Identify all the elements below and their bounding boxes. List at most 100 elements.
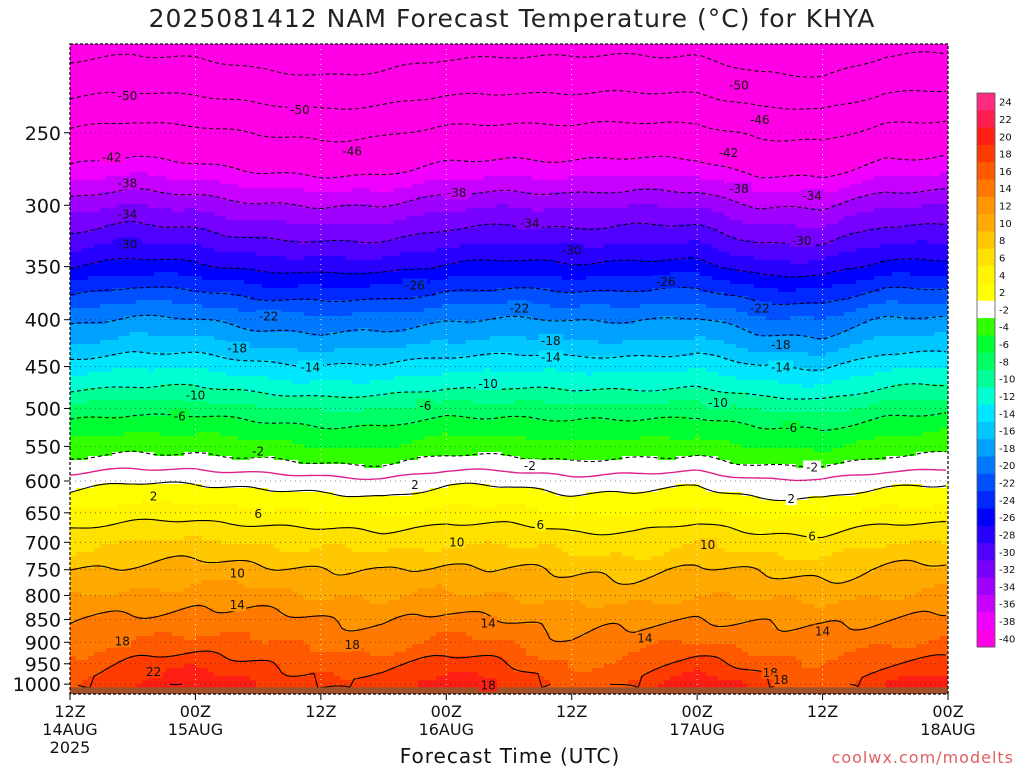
field-cell [70,484,77,489]
field-cell [214,436,221,441]
field-cell [106,472,113,477]
field-cell [100,332,107,337]
field-cell [148,552,155,557]
field-cell [238,672,245,677]
field-cell [172,436,179,441]
field-cell [100,112,107,117]
field-cell [124,428,131,433]
field-cell [172,312,179,317]
field-cell [196,644,203,649]
field-cell [100,476,107,481]
field-cell [238,272,245,277]
field-cell [208,172,215,177]
field-cell [124,120,131,125]
field-cell [88,364,95,369]
field-cell [232,276,239,281]
field-cell [184,572,191,577]
field-cell [220,500,227,505]
field-cell [70,332,77,337]
field-cell [100,380,107,385]
field-cell [244,584,251,589]
field-cell [208,140,215,145]
field-cell [88,380,95,385]
field-cell [136,340,143,345]
field-cell [166,340,173,345]
field-cell [136,464,143,469]
field-cell [208,536,215,541]
field-cell [76,252,83,257]
field-cell [172,588,179,593]
field-cell [100,200,107,205]
field-cell [244,236,251,241]
field-cell [166,152,173,157]
field-cell [250,112,257,117]
field-cell [154,260,161,265]
field-cell [142,228,149,233]
field-cell [238,112,245,117]
field-cell [154,388,161,393]
field-cell [196,276,203,281]
field-cell [196,128,203,133]
field-cell [130,532,137,537]
field-cell [226,368,233,373]
field-cell [160,416,167,421]
field-cell [76,584,83,589]
field-cell [220,180,227,185]
field-cell [112,676,119,681]
field-cell [226,288,233,293]
field-cell [118,664,125,669]
field-cell [154,644,161,649]
field-cell [166,136,173,141]
field-cell [178,144,185,149]
field-cell [226,68,233,73]
field-cell [178,48,185,53]
field-cell [94,632,101,637]
field-cell [226,120,233,125]
field-cell [160,356,167,361]
field-cell [100,136,107,141]
field-cell [244,556,251,561]
field-cell [112,336,119,341]
field-cell [124,388,131,393]
field-cell [172,212,179,217]
field-cell [226,144,233,149]
field-cell [160,420,167,425]
field-cell [184,224,191,229]
field-cell [244,528,251,533]
field-cell [94,144,101,149]
field-cell [94,368,101,373]
field-cell [226,496,233,501]
field-cell [190,308,197,313]
field-cell [214,212,221,217]
field-cell [70,104,77,109]
field-cell [82,636,89,641]
field-cell [76,56,83,61]
field-cell [148,456,155,461]
field-cell [178,328,185,333]
field-cell [112,440,119,445]
field-cell [178,588,185,593]
field-cell [70,372,77,377]
field-cell [112,488,119,493]
field-cell [196,540,203,545]
field-cell [244,504,251,509]
field-cell [160,296,167,301]
field-cell [172,96,179,101]
field-cell [166,348,173,353]
field-cell [244,168,251,173]
field-cell [214,328,221,333]
field-cell [244,160,251,165]
field-cell [148,428,155,433]
field-cell [244,616,251,621]
field-cell [148,540,155,545]
field-cell [70,100,77,105]
field-cell [238,396,245,401]
field-cell [226,492,233,497]
field-cell [220,536,227,541]
field-cell [184,256,191,261]
field-cell [130,232,137,237]
field-cell [220,588,227,593]
field-cell [82,248,89,253]
field-cell [94,496,101,501]
field-cell [208,584,215,589]
